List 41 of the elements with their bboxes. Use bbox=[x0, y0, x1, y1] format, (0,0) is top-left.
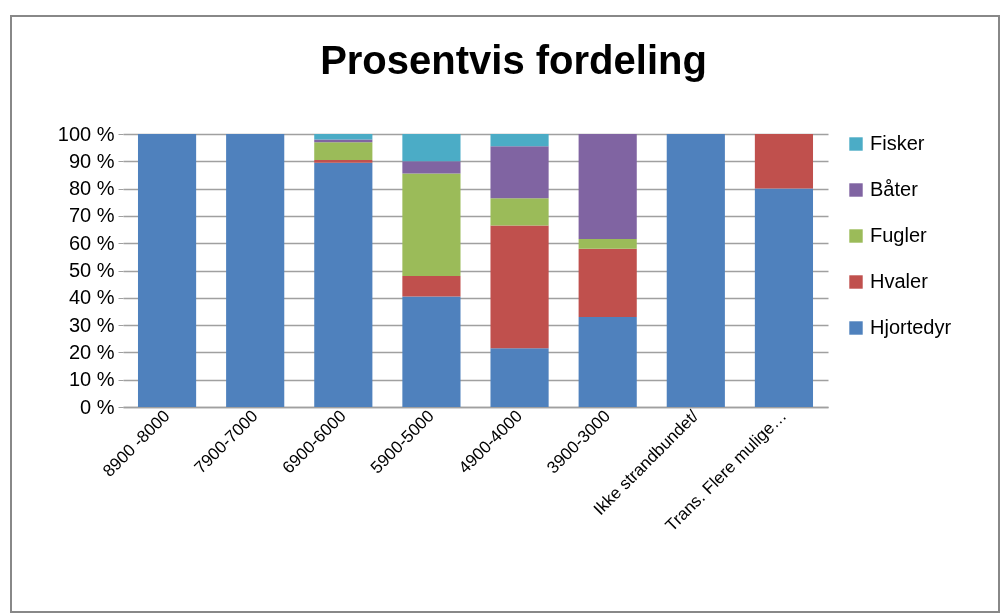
bar bbox=[314, 162, 373, 407]
bar bbox=[578, 239, 637, 249]
bar bbox=[754, 134, 814, 189]
bar bbox=[754, 188, 814, 407]
y-tick-label: 30 % bbox=[68, 313, 115, 336]
bar bbox=[578, 134, 637, 240]
y-tick-label: 10 % bbox=[68, 368, 115, 391]
bar bbox=[490, 225, 549, 349]
bar bbox=[226, 134, 285, 407]
legend-label: Båter bbox=[870, 178, 919, 200]
y-tick-label: 80 % bbox=[68, 177, 115, 200]
y-tick-label: 50 % bbox=[68, 259, 115, 281]
bar bbox=[314, 134, 373, 140]
y-tick-label: 90 % bbox=[68, 149, 115, 172]
bar bbox=[666, 134, 725, 407]
legend-label: Hjortedyr bbox=[870, 316, 952, 338]
bar bbox=[402, 134, 461, 162]
legend-label: Hvaler bbox=[870, 270, 929, 292]
legend-label: Fugler bbox=[870, 224, 928, 246]
bar bbox=[402, 296, 461, 407]
y-tick-label: 40 % bbox=[68, 286, 115, 309]
y-tick-label: 100 % bbox=[57, 122, 115, 145]
bar bbox=[578, 316, 637, 407]
y-tick-label: 60 % bbox=[68, 231, 115, 254]
bar bbox=[402, 161, 461, 174]
bar bbox=[490, 198, 549, 226]
bar bbox=[490, 348, 549, 407]
y-tick-label: 20 % bbox=[68, 340, 115, 363]
chart-title: Prosentvis fordeling bbox=[320, 38, 707, 82]
y-tick-label: 70 % bbox=[68, 204, 115, 227]
bar bbox=[490, 134, 549, 147]
bar bbox=[137, 134, 197, 407]
bar bbox=[578, 248, 637, 317]
bar bbox=[314, 159, 373, 163]
bar bbox=[314, 142, 373, 160]
y-tick-label: 0 % bbox=[80, 395, 115, 418]
bar bbox=[402, 275, 461, 297]
bar bbox=[314, 139, 373, 143]
bar bbox=[402, 173, 461, 276]
bar bbox=[490, 146, 549, 199]
legend-label: Fisker bbox=[870, 132, 925, 154]
